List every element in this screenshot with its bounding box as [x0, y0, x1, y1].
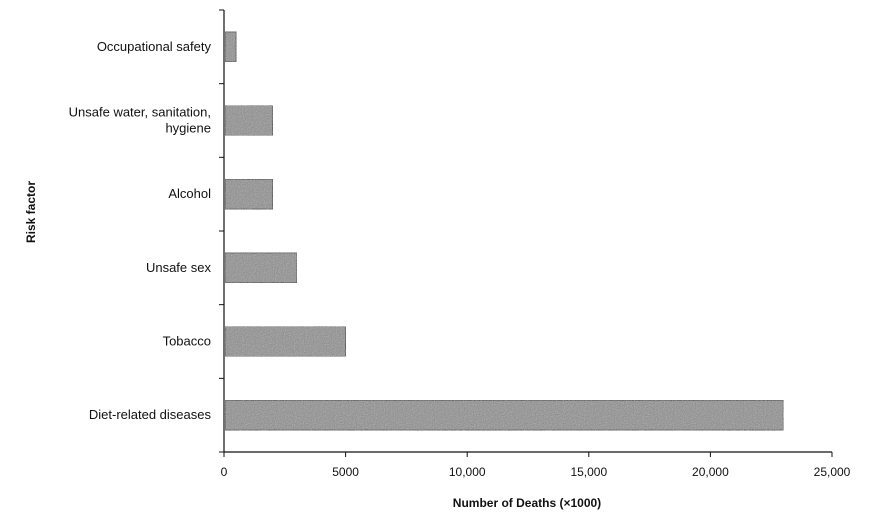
- x-ticks: 0 5000 10,000 15,000 20,000 25,000: [221, 452, 851, 479]
- x-tick-label: 25,000: [814, 465, 851, 479]
- bars: [224, 31, 784, 431]
- bar: [224, 399, 784, 431]
- bar: [224, 105, 274, 136]
- x-tick-label: 0: [221, 465, 228, 479]
- category-label: hygiene: [165, 121, 211, 136]
- bar: [224, 31, 237, 63]
- x-tick-label: 5000: [332, 465, 359, 479]
- category-label: Tobacco: [163, 334, 211, 349]
- category-label: Unsafe water, sanitation,: [69, 105, 211, 120]
- bar: [224, 178, 274, 210]
- category-label: Alcohol: [168, 186, 211, 201]
- bar: [224, 252, 298, 284]
- category-labels: Occupational safety Unsafe water, sanitat…: [69, 39, 212, 422]
- x-tick-label: 15,000: [570, 465, 607, 479]
- bar: [224, 326, 347, 357]
- category-label: Diet-related diseases: [89, 407, 212, 422]
- x-axis-title: Number of Deaths (×1000): [453, 496, 601, 510]
- x-tick-label: 20,000: [692, 465, 729, 479]
- category-label: Unsafe sex: [146, 260, 212, 275]
- y-axis-title: Risk factor: [24, 181, 38, 243]
- axes: [219, 9, 832, 453]
- category-label: Occupational safety: [97, 39, 212, 54]
- x-tick-label: 10,000: [449, 465, 486, 479]
